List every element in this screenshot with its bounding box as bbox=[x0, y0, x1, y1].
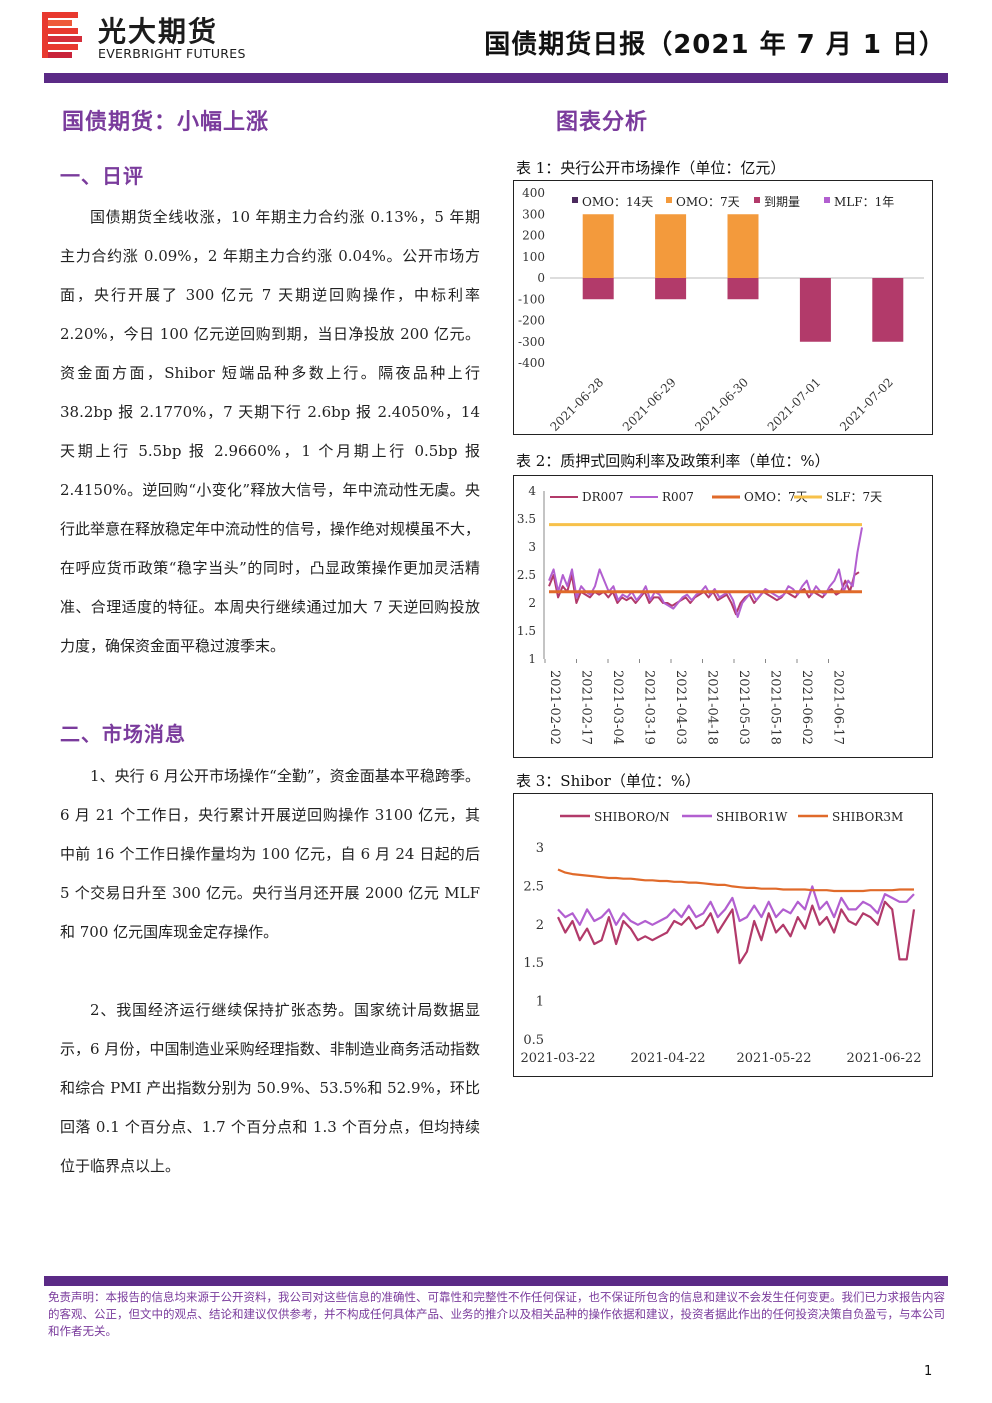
chart3-series-line bbox=[557, 900, 916, 965]
chart1-legend-swatch bbox=[824, 197, 830, 203]
chart1-legend-swatch bbox=[666, 197, 672, 203]
chart3-title: 表 3：Shibor（单位：%） bbox=[516, 772, 701, 790]
news-item-2: 2、我国经济运行继续保持扩张态势。国家统计局数据显示，6 月份，中国制造业采购经… bbox=[60, 1001, 480, 1175]
chart2-x-tick: 2021-03-19 bbox=[642, 670, 657, 745]
chart1-legend-swatch bbox=[572, 197, 578, 203]
disclaimer: 免责声明：本报告的信息均来源于公开资料，我公司对这些信息的准确性、可靠性和完整性… bbox=[48, 1290, 945, 1338]
company-logo: 光大期货 EVERBRIGHT FUTURES bbox=[40, 10, 250, 64]
chart3-y-tick: 0.5 bbox=[523, 1033, 544, 1048]
chart1-bar bbox=[799, 278, 831, 342]
chart3-x-tick: 2021-04-22 bbox=[631, 1051, 706, 1066]
chart2-y-tick: 2.5 bbox=[517, 568, 536, 582]
chart2-x-tick: 2021-03-04 bbox=[610, 670, 625, 745]
chart1-legend-label: 到期量 bbox=[764, 195, 800, 209]
chart1-legend-swatch bbox=[754, 197, 760, 203]
chart3-y-tick: 2.5 bbox=[523, 879, 544, 894]
chart1-y-tick: -400 bbox=[518, 356, 545, 370]
header-divider bbox=[44, 73, 948, 83]
chart1-x-tick: 2021-06-28 bbox=[547, 375, 606, 434]
chart2-svg: 4 3.5 3 2.5 2 1.5 1 DR007 R007 OMO：7天 SLF：7天 2021-0… bbox=[517, 484, 882, 745]
chart1-svg: 400 300 200 100 0 -100 -200 -300 -400 OMO：14天 OMO：… bbox=[518, 186, 924, 434]
chart3-series-line bbox=[557, 868, 914, 893]
chart2-x-tick: 2021-04-03 bbox=[673, 670, 688, 745]
chart1-omo-operations: 400 300 200 100 0 -100 -200 -300 -400 OMO：14天 OMO：… bbox=[513, 180, 933, 435]
chart1-bar bbox=[655, 278, 687, 300]
chart2-y-tick: 4 bbox=[528, 484, 536, 498]
chart1-bar bbox=[655, 214, 687, 278]
chart1-bar bbox=[582, 214, 614, 278]
chart1-y-tick: -300 bbox=[518, 335, 545, 349]
chart1-title: 表 1：央行公开市场操作（单位：亿元） bbox=[516, 159, 786, 177]
chart3-legend-label: SHIBOR3M bbox=[832, 810, 903, 824]
chart2-legend-label: R007 bbox=[662, 490, 694, 504]
chart2-series-line bbox=[548, 527, 863, 618]
chart1-bar bbox=[727, 214, 759, 278]
chart1-y-tick: 200 bbox=[522, 229, 545, 243]
chart2-repo-rates: 4 3.5 3 2.5 2 1.5 1 DR007 R007 OMO：7天 SLF：7天 2021-0… bbox=[513, 475, 933, 758]
footer-divider bbox=[44, 1276, 948, 1286]
chart2-y-tick: 3 bbox=[528, 540, 536, 554]
page-number: 1 bbox=[924, 1364, 933, 1379]
chart3-legend-label: SHIBORO/N bbox=[594, 810, 670, 824]
chart2-x-tick: 2021-02-17 bbox=[579, 670, 594, 745]
chart3-y-tick: 3 bbox=[536, 841, 544, 856]
headline: 国债期货：小幅上涨 bbox=[62, 109, 270, 135]
chart1-y-tick: 400 bbox=[522, 186, 545, 200]
chart1-legend-label: MLF：1年 bbox=[834, 195, 894, 209]
section2-title: 二、市场消息 bbox=[60, 722, 186, 746]
chart1-bar bbox=[582, 278, 614, 300]
chart2-x-tick: 2021-02-02 bbox=[547, 670, 562, 745]
chart2-x-tick: 2021-05-03 bbox=[736, 670, 751, 745]
chart1-legend-label: OMO：7天 bbox=[676, 195, 740, 209]
chart1-legend-label: OMO：14天 bbox=[582, 195, 653, 209]
chart3-shibor: 3 2.5 2 1.5 1 0.5 SHIBORO/N SHIBOR1W SHIBOR3M 202… bbox=[513, 793, 933, 1077]
section1-title: 一、日评 bbox=[60, 164, 144, 188]
news-item-1: 1、央行 6 月公开市场操作“全勤”，资金面基本平稳跨季。6 月 21 个工作日… bbox=[60, 767, 480, 941]
chart1-x-tick: 2021-06-29 bbox=[620, 375, 679, 434]
report-title: 国债期货日报（2021 年 7 月 1 日） bbox=[484, 30, 946, 60]
chart3-x-tick: 2021-03-22 bbox=[521, 1051, 596, 1066]
chart1-bar bbox=[872, 278, 904, 342]
logo-english-name: EVERBRIGHT FUTURES bbox=[98, 46, 246, 61]
daily-commentary: 国债期货全线收涨，10 年期主力合约涨 0.13%，5 年期主力合约涨 0.09… bbox=[60, 208, 481, 655]
chart3-series-line bbox=[557, 885, 915, 926]
chart1-y-tick: -100 bbox=[518, 292, 545, 306]
chart3-y-tick: 2 bbox=[536, 918, 544, 933]
chart3-x-tick: 2021-05-22 bbox=[737, 1051, 812, 1066]
chart2-x-tick: 2021-06-17 bbox=[831, 670, 846, 745]
chart1-y-tick: 300 bbox=[522, 207, 545, 221]
chart2-title: 表 2：质押式回购利率及政策利率（单位：%） bbox=[516, 452, 830, 470]
chart1-bar bbox=[727, 278, 759, 300]
chart-section-title: 图表分析 bbox=[556, 109, 649, 135]
chart1-y-tick: 100 bbox=[522, 250, 545, 264]
chart1-x-tick: 2021-07-01 bbox=[765, 375, 824, 434]
chart1-y-tick: 0 bbox=[537, 271, 545, 285]
chart2-y-tick: 2 bbox=[528, 596, 536, 610]
chart2-legend-label: SLF：7天 bbox=[826, 490, 882, 504]
chart2-x-tick: 2021-04-18 bbox=[705, 670, 720, 745]
chart2-x-tick: 2021-05-18 bbox=[768, 670, 783, 745]
chart3-y-tick: 1 bbox=[536, 995, 544, 1010]
chart1-x-tick: 2021-07-02 bbox=[837, 375, 896, 434]
chart1-y-tick: -200 bbox=[518, 314, 545, 328]
chart2-y-tick: 1.5 bbox=[517, 624, 536, 638]
chart2-x-tick: 2021-06-02 bbox=[799, 670, 814, 745]
chart2-y-tick: 3.5 bbox=[517, 512, 536, 526]
chart2-legend-label: OMO：7天 bbox=[744, 490, 808, 504]
chart3-y-tick: 1.5 bbox=[523, 956, 544, 971]
chart3-legend-label: SHIBOR1W bbox=[716, 810, 788, 824]
logo-chinese-name: 光大期货 bbox=[98, 15, 219, 48]
chart3-x-tick: 2021-06-22 bbox=[847, 1051, 922, 1066]
chart2-legend-label: DR007 bbox=[582, 490, 624, 504]
chart3-svg: 3 2.5 2 1.5 1 0.5 SHIBORO/N SHIBOR1W SHIBOR3M 202… bbox=[521, 810, 922, 1066]
chart2-y-tick: 1 bbox=[528, 652, 536, 666]
chart1-x-tick: 2021-06-30 bbox=[692, 375, 751, 434]
everbright-logo-icon bbox=[42, 12, 82, 58]
